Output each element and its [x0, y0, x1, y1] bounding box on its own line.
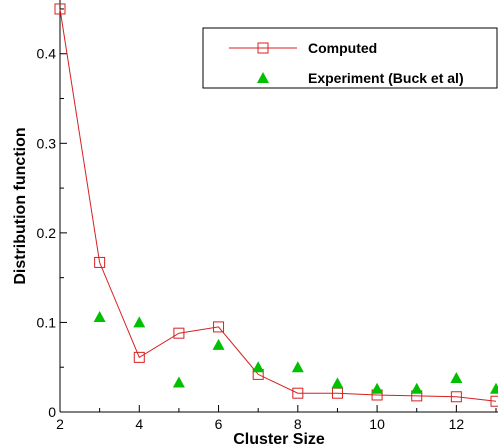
experiment-point	[410, 382, 423, 394]
computed-point	[133, 351, 145, 363]
legend-square-icon	[257, 42, 269, 54]
computed-point	[94, 256, 106, 268]
x-tick-label: 10	[369, 416, 385, 432]
legend-entries: Computed Experiment (Buck et al)	[229, 40, 464, 86]
legend-label: Experiment (Buck et al)	[308, 70, 464, 86]
experiment-point	[371, 382, 384, 394]
experiment-point	[490, 382, 498, 394]
legend-triangle-icon	[257, 72, 269, 83]
experiment-point	[93, 311, 106, 323]
computed-line	[59, 8, 497, 402]
x-tick-label: 4	[135, 416, 143, 432]
computed-point	[54, 3, 66, 15]
legend-label: Computed	[308, 40, 377, 56]
y-tick-label: 0	[48, 404, 56, 420]
computed-point	[450, 391, 462, 403]
experiment-point	[252, 361, 265, 373]
y-tick-label: 0.2	[37, 225, 57, 241]
computed-point	[173, 327, 185, 339]
legend: Computed Experiment (Buck et al)	[202, 27, 498, 89]
computed-point	[490, 395, 498, 407]
x-tick-label: 6	[215, 416, 223, 432]
x-tick-label: 12	[449, 416, 465, 432]
legend-box	[202, 27, 498, 89]
computed-point	[292, 387, 304, 399]
experiment-point	[133, 316, 146, 328]
series-experiment	[93, 311, 498, 394]
experiment-point	[172, 376, 185, 388]
tick-labels: 2 4 6 8 10 12 0 0.1 0.2 0.3 0.4	[37, 46, 465, 432]
experiment-point	[212, 338, 225, 350]
y-tick-label: 0.1	[37, 314, 57, 330]
y-axis-title: Distribution function	[12, 127, 29, 284]
axes	[59, 0, 498, 413]
experiment-point	[450, 371, 463, 383]
series-layer	[54, 3, 498, 407]
computed-point	[213, 321, 225, 333]
x-tick-label: 2	[56, 416, 64, 432]
experiment-point	[291, 361, 304, 373]
experiment-point	[331, 377, 344, 389]
y-tick-label: 0.4	[37, 46, 57, 62]
x-axis-title: Cluster Size	[233, 431, 325, 445]
y-tick-label: 0.3	[37, 135, 57, 151]
x-tick-label: 8	[294, 416, 302, 432]
